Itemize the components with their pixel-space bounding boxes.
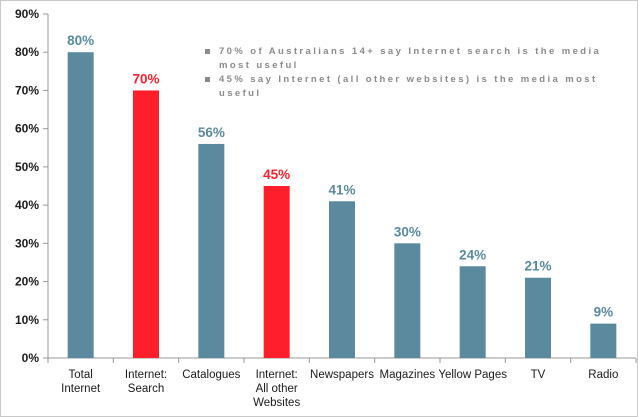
y-tick-label: 10% <box>15 313 39 327</box>
y-tick-label: 40% <box>15 198 39 212</box>
bar <box>394 243 421 358</box>
bar <box>329 201 355 358</box>
x-category-label: TV <box>531 369 546 381</box>
y-tick-label: 90% <box>15 7 39 21</box>
y-tick-label: 20% <box>15 275 39 289</box>
data-label: 9% <box>594 305 614 320</box>
x-category-label: Newspapers <box>310 369 374 381</box>
note-text: 45% say Internet (all other websites) is… <box>219 74 598 99</box>
bar <box>459 266 486 358</box>
data-label: 70% <box>132 71 159 86</box>
data-label: 30% <box>394 224 421 239</box>
x-category-label: Total Internet <box>61 369 101 395</box>
note-item: 45% say Internet (all other websites) is… <box>205 73 605 101</box>
x-category-label: Internet: All other Websites <box>253 369 300 409</box>
data-label: 21% <box>524 259 551 274</box>
y-tick-label: 70% <box>15 83 39 97</box>
data-label: 24% <box>459 247 486 262</box>
x-category-label: Radio <box>588 369 618 381</box>
y-tick-label: 80% <box>15 45 39 59</box>
y-tick-label: 0% <box>22 351 40 365</box>
x-category-label: Catalogues <box>182 369 240 381</box>
bullet-icon <box>205 49 210 54</box>
bar <box>590 323 617 358</box>
y-tick-label: 50% <box>15 160 39 174</box>
y-tick-label: 30% <box>15 236 39 250</box>
bullet-icon <box>205 77 210 82</box>
bar <box>133 90 159 358</box>
y-tick-label: 60% <box>15 122 39 136</box>
data-label: 41% <box>328 182 355 197</box>
data-label: 45% <box>263 167 290 182</box>
bar <box>67 52 94 358</box>
x-category-label: Yellow Pages <box>438 369 507 381</box>
bar <box>525 277 551 358</box>
note-item: 70% of Australians 14+ say Internet sear… <box>205 45 605 73</box>
data-label: 80% <box>67 33 94 48</box>
data-label: 56% <box>198 125 225 140</box>
x-category-label: Magazines <box>380 369 436 381</box>
note-text: 70% of Australians 14+ say Internet sear… <box>219 46 602 71</box>
bar <box>263 186 290 358</box>
bar <box>198 143 225 358</box>
x-category-label: Internet: Search <box>125 369 167 395</box>
chart-notes: 70% of Australians 14+ say Internet sear… <box>205 45 605 101</box>
